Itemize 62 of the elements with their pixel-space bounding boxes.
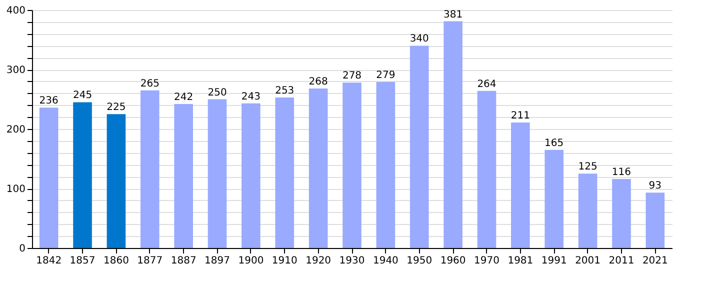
bar (612, 178, 631, 248)
x-tick-label: 1991 (541, 256, 567, 266)
bar (477, 90, 496, 248)
x-tick-label: 2011 (608, 256, 634, 266)
bar (308, 88, 328, 248)
data-label: 243 (241, 91, 260, 102)
x-tick-label: 1940 (372, 256, 398, 266)
x-tick-label: 1887 (170, 256, 196, 266)
bar (106, 114, 126, 248)
bar (410, 46, 429, 248)
x-tick-label: 1981 (508, 256, 534, 266)
x-tick-label: 1950 (406, 256, 432, 266)
y-tick-label: 100 (6, 184, 26, 195)
bar (342, 82, 362, 248)
data-label: 242 (174, 92, 194, 104)
x-tick-label: 1960 (440, 256, 466, 266)
x-tick-label: 1877 (137, 256, 163, 266)
y-tick-label: 300 (6, 65, 26, 76)
x-tick-label: 1920 (306, 256, 332, 266)
bar (140, 90, 160, 248)
bar (511, 122, 530, 248)
x-tick-label: 2001 (575, 256, 601, 266)
data-label: 268 (308, 76, 328, 88)
data-label: 381 (444, 9, 463, 20)
x-tick-label: 1842 (36, 256, 62, 266)
x-tick-label: 2021 (642, 256, 668, 266)
bar (376, 82, 396, 248)
bar (275, 97, 294, 248)
x-tick-label: 1897 (204, 256, 230, 266)
bar (73, 102, 92, 248)
data-label: 236 (39, 96, 58, 107)
data-label: 278 (342, 70, 362, 82)
data-label: 250 (208, 87, 227, 98)
bar (578, 174, 598, 248)
data-label: 93 (648, 180, 662, 192)
y-tick-label: 200 (6, 124, 26, 136)
data-label: 265 (140, 78, 160, 90)
data-label: 279 (376, 70, 396, 81)
y-tick-label: 400 (6, 6, 26, 16)
x-tick-label: 1930 (339, 256, 365, 266)
data-label: 245 (72, 90, 92, 102)
data-label: 165 (544, 138, 564, 149)
x-tick-label: 1970 (474, 256, 500, 266)
x-tick-label: 1860 (103, 256, 129, 266)
bar (444, 21, 462, 248)
bar (174, 104, 193, 248)
x-tick-label: 1857 (70, 256, 96, 266)
data-label: 340 (410, 34, 429, 45)
data-label: 225 (106, 102, 126, 114)
x-tick-label: 1900 (238, 256, 264, 266)
bar (646, 192, 665, 248)
bar (208, 99, 227, 248)
bar (242, 103, 260, 248)
data-label: 264 (477, 78, 496, 90)
data-label: 125 (578, 162, 598, 173)
bar (39, 108, 58, 248)
y-tick-label: 0 (19, 244, 26, 254)
data-label: 211 (510, 110, 530, 122)
data-label: 253 (275, 85, 294, 96)
bar (544, 150, 564, 248)
x-tick-label: 1910 (272, 256, 298, 266)
data-label: 116 (612, 166, 632, 178)
